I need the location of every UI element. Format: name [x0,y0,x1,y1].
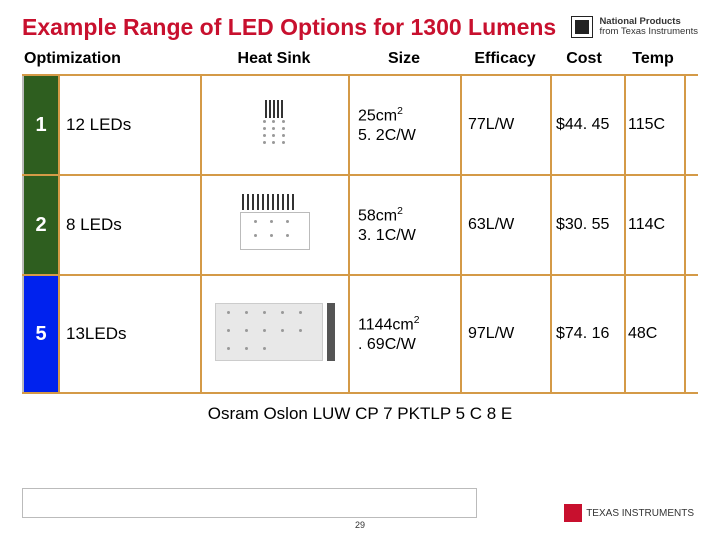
cell-heatsink [200,76,348,174]
top-logo: National Products from Texas Instruments [571,16,698,38]
cell-optimization: 8 LEDs [58,176,200,274]
cell-efficacy: 97L/W [460,276,550,392]
cell-temp: 48C [624,276,686,392]
footer-placeholder [22,488,477,518]
row-number: 1 [22,76,58,174]
cell-heatsink [200,276,348,392]
cell-size: 25cm2 5. 2C/W [348,76,460,174]
size-line1: 58cm2 [358,205,403,226]
heatsink-icon [215,295,335,373]
header-cost: Cost [550,50,618,68]
cell-efficacy: 63L/W [460,176,550,274]
top-logo-text: National Products from Texas Instruments [599,17,698,38]
cell-cost: $74. 16 [550,276,624,392]
header-temp: Temp [618,50,688,68]
header-size: Size [348,50,460,68]
cell-heatsink [200,176,348,274]
cell-size: 1144cm2 . 69C/W [348,276,460,392]
top-logo-line2: from Texas Instruments [599,27,698,37]
table-row: 2 8 LEDs 58cm2 3. 1C/W 63L/W $30. 55 114… [22,176,698,276]
options-table: 1 12 LEDs 25cm2 5. 2C/W 77L/W $44. 45 11… [22,74,698,394]
cell-cost: $30. 55 [550,176,624,274]
size-line2: . 69C/W [358,335,416,355]
header-optimization: Optimization [22,50,200,68]
size-line2: 3. 1C/W [358,226,416,246]
row-number: 5 [22,276,58,392]
table-header: Optimization Heat Sink Size Efficacy Cos… [22,50,698,68]
table-row: 1 12 LEDs 25cm2 5. 2C/W 77L/W $44. 45 11… [22,76,698,176]
row-number: 2 [22,176,58,274]
page-number: 29 [355,520,365,530]
table-row: 5 13LEDs 1144cm2 . 69C/W 97L/W $74. 16 4… [22,276,698,394]
ti-chip-icon [564,504,582,522]
cell-efficacy: 77L/W [460,76,550,174]
ti-logo: TEXAS INSTRUMENTS [564,504,694,522]
cell-optimization: 12 LEDs [58,76,200,174]
cell-temp: 114C [624,176,686,274]
size-line1: 1144cm2 [358,314,420,335]
header-efficacy: Efficacy [460,50,550,68]
ti-logo-text: TEXAS INSTRUMENTS [586,508,694,519]
size-line1: 25cm2 [358,105,403,126]
cell-temp: 115C [624,76,686,174]
footnote: Osram Oslon LUW CP 7 PKTLP 5 C 8 E [22,404,698,424]
cell-cost: $44. 45 [550,76,624,174]
cell-size: 58cm2 3. 1C/W [348,176,460,274]
heatsink-icon [240,190,310,260]
header-heatsink: Heat Sink [200,50,348,68]
size-line2: 5. 2C/W [358,126,416,146]
heatsink-icon [257,90,293,160]
cell-optimization: 13LEDs [58,276,200,392]
national-chip-icon [571,16,593,38]
